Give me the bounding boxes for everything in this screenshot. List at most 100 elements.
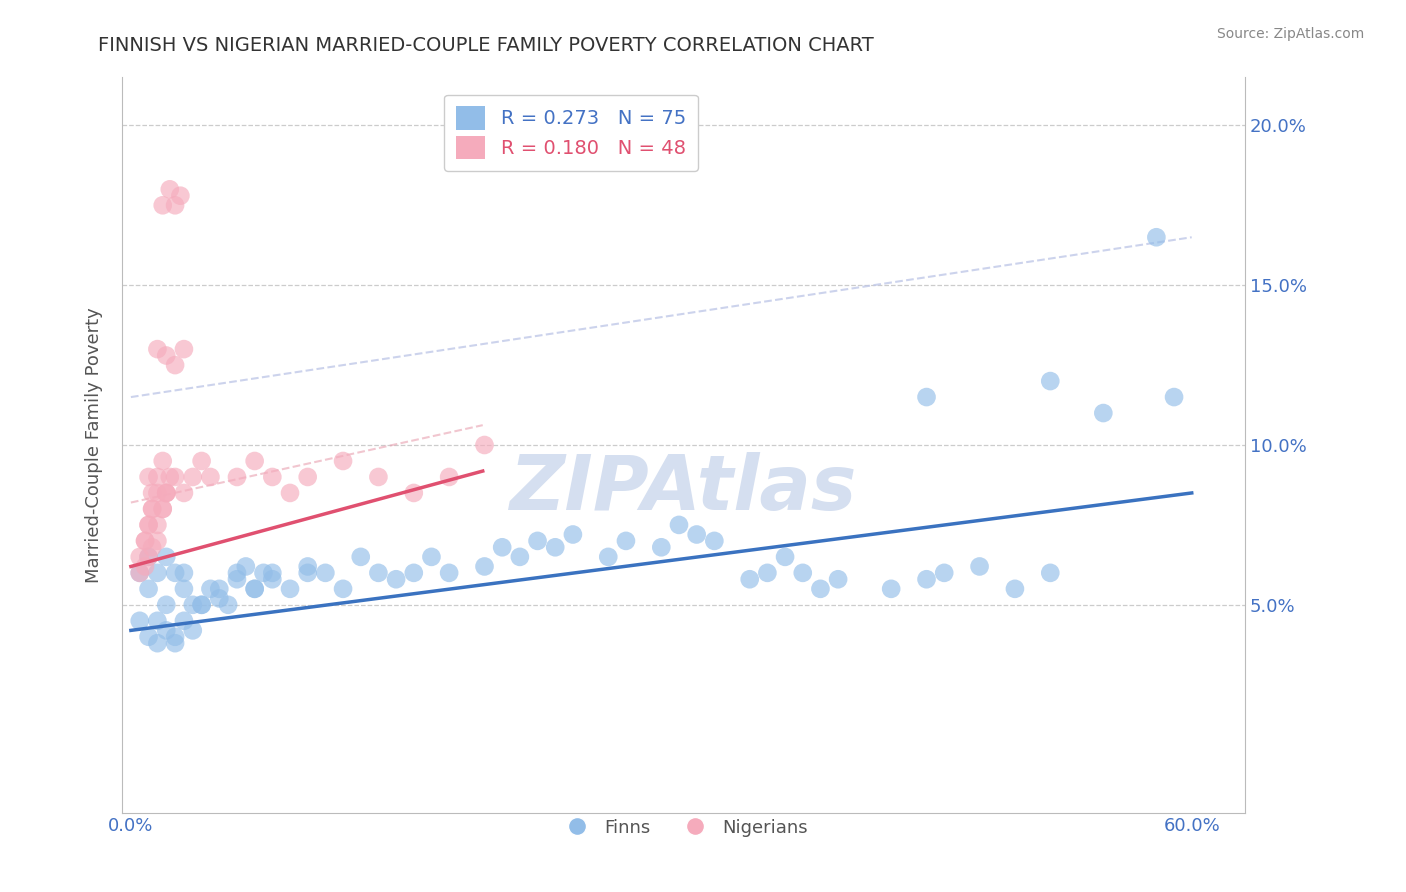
Point — [155, 549, 177, 564]
Point — [252, 566, 274, 580]
Point — [141, 502, 163, 516]
Point — [146, 566, 169, 580]
Point — [509, 549, 531, 564]
Point — [128, 614, 150, 628]
Point — [138, 470, 160, 484]
Point — [1092, 406, 1115, 420]
Point — [146, 533, 169, 548]
Point — [491, 541, 513, 555]
Point — [420, 549, 443, 564]
Point — [402, 486, 425, 500]
Point — [165, 470, 187, 484]
Point — [827, 572, 849, 586]
Point — [165, 630, 187, 644]
Point — [367, 470, 389, 484]
Point — [138, 517, 160, 532]
Point — [278, 582, 301, 596]
Point — [1144, 230, 1167, 244]
Point — [474, 559, 496, 574]
Point — [165, 358, 187, 372]
Text: FINNISH VS NIGERIAN MARRIED-COUPLE FAMILY POVERTY CORRELATION CHART: FINNISH VS NIGERIAN MARRIED-COUPLE FAMIL… — [98, 36, 875, 54]
Point — [969, 559, 991, 574]
Point — [703, 533, 725, 548]
Point — [138, 630, 160, 644]
Point — [243, 582, 266, 596]
Point — [190, 598, 212, 612]
Point — [297, 566, 319, 580]
Point — [668, 517, 690, 532]
Point — [314, 566, 336, 580]
Point — [810, 582, 832, 596]
Point — [437, 470, 460, 484]
Point — [165, 636, 187, 650]
Point — [243, 454, 266, 468]
Point — [152, 502, 174, 516]
Point — [385, 572, 408, 586]
Legend: Finns, Nigerians: Finns, Nigerians — [551, 812, 815, 844]
Point — [141, 502, 163, 516]
Point — [934, 566, 956, 580]
Point — [915, 390, 938, 404]
Point — [226, 470, 249, 484]
Point — [474, 438, 496, 452]
Point — [1004, 582, 1026, 596]
Point — [226, 572, 249, 586]
Point — [278, 486, 301, 500]
Point — [173, 582, 195, 596]
Point — [146, 517, 169, 532]
Point — [155, 624, 177, 638]
Point — [128, 566, 150, 580]
Point — [756, 566, 779, 580]
Point — [614, 533, 637, 548]
Point — [773, 549, 796, 564]
Point — [200, 582, 222, 596]
Point — [173, 566, 195, 580]
Point — [181, 470, 204, 484]
Point — [217, 598, 239, 612]
Point — [155, 598, 177, 612]
Point — [134, 533, 156, 548]
Point — [138, 517, 160, 532]
Point — [297, 559, 319, 574]
Point — [128, 549, 150, 564]
Point — [165, 198, 187, 212]
Point — [350, 549, 373, 564]
Point — [169, 188, 191, 202]
Point — [526, 533, 548, 548]
Point — [173, 342, 195, 356]
Point — [134, 559, 156, 574]
Point — [152, 454, 174, 468]
Point — [1163, 390, 1185, 404]
Point — [173, 614, 195, 628]
Point — [155, 486, 177, 500]
Point — [152, 502, 174, 516]
Point — [155, 349, 177, 363]
Point — [561, 527, 583, 541]
Point — [152, 198, 174, 212]
Point — [155, 486, 177, 500]
Point — [226, 566, 249, 580]
Point — [200, 470, 222, 484]
Point — [792, 566, 814, 580]
Point — [146, 342, 169, 356]
Point — [367, 566, 389, 580]
Point — [173, 486, 195, 500]
Point — [159, 470, 181, 484]
Point — [128, 566, 150, 580]
Point — [235, 559, 257, 574]
Point — [155, 486, 177, 500]
Point — [262, 470, 284, 484]
Point — [437, 566, 460, 580]
Point — [181, 598, 204, 612]
Point — [686, 527, 709, 541]
Point — [1039, 566, 1062, 580]
Point — [544, 541, 567, 555]
Point — [243, 582, 266, 596]
Point — [165, 566, 187, 580]
Point — [402, 566, 425, 580]
Point — [146, 636, 169, 650]
Point — [208, 591, 231, 606]
Point — [332, 582, 354, 596]
Point — [1039, 374, 1062, 388]
Point — [190, 454, 212, 468]
